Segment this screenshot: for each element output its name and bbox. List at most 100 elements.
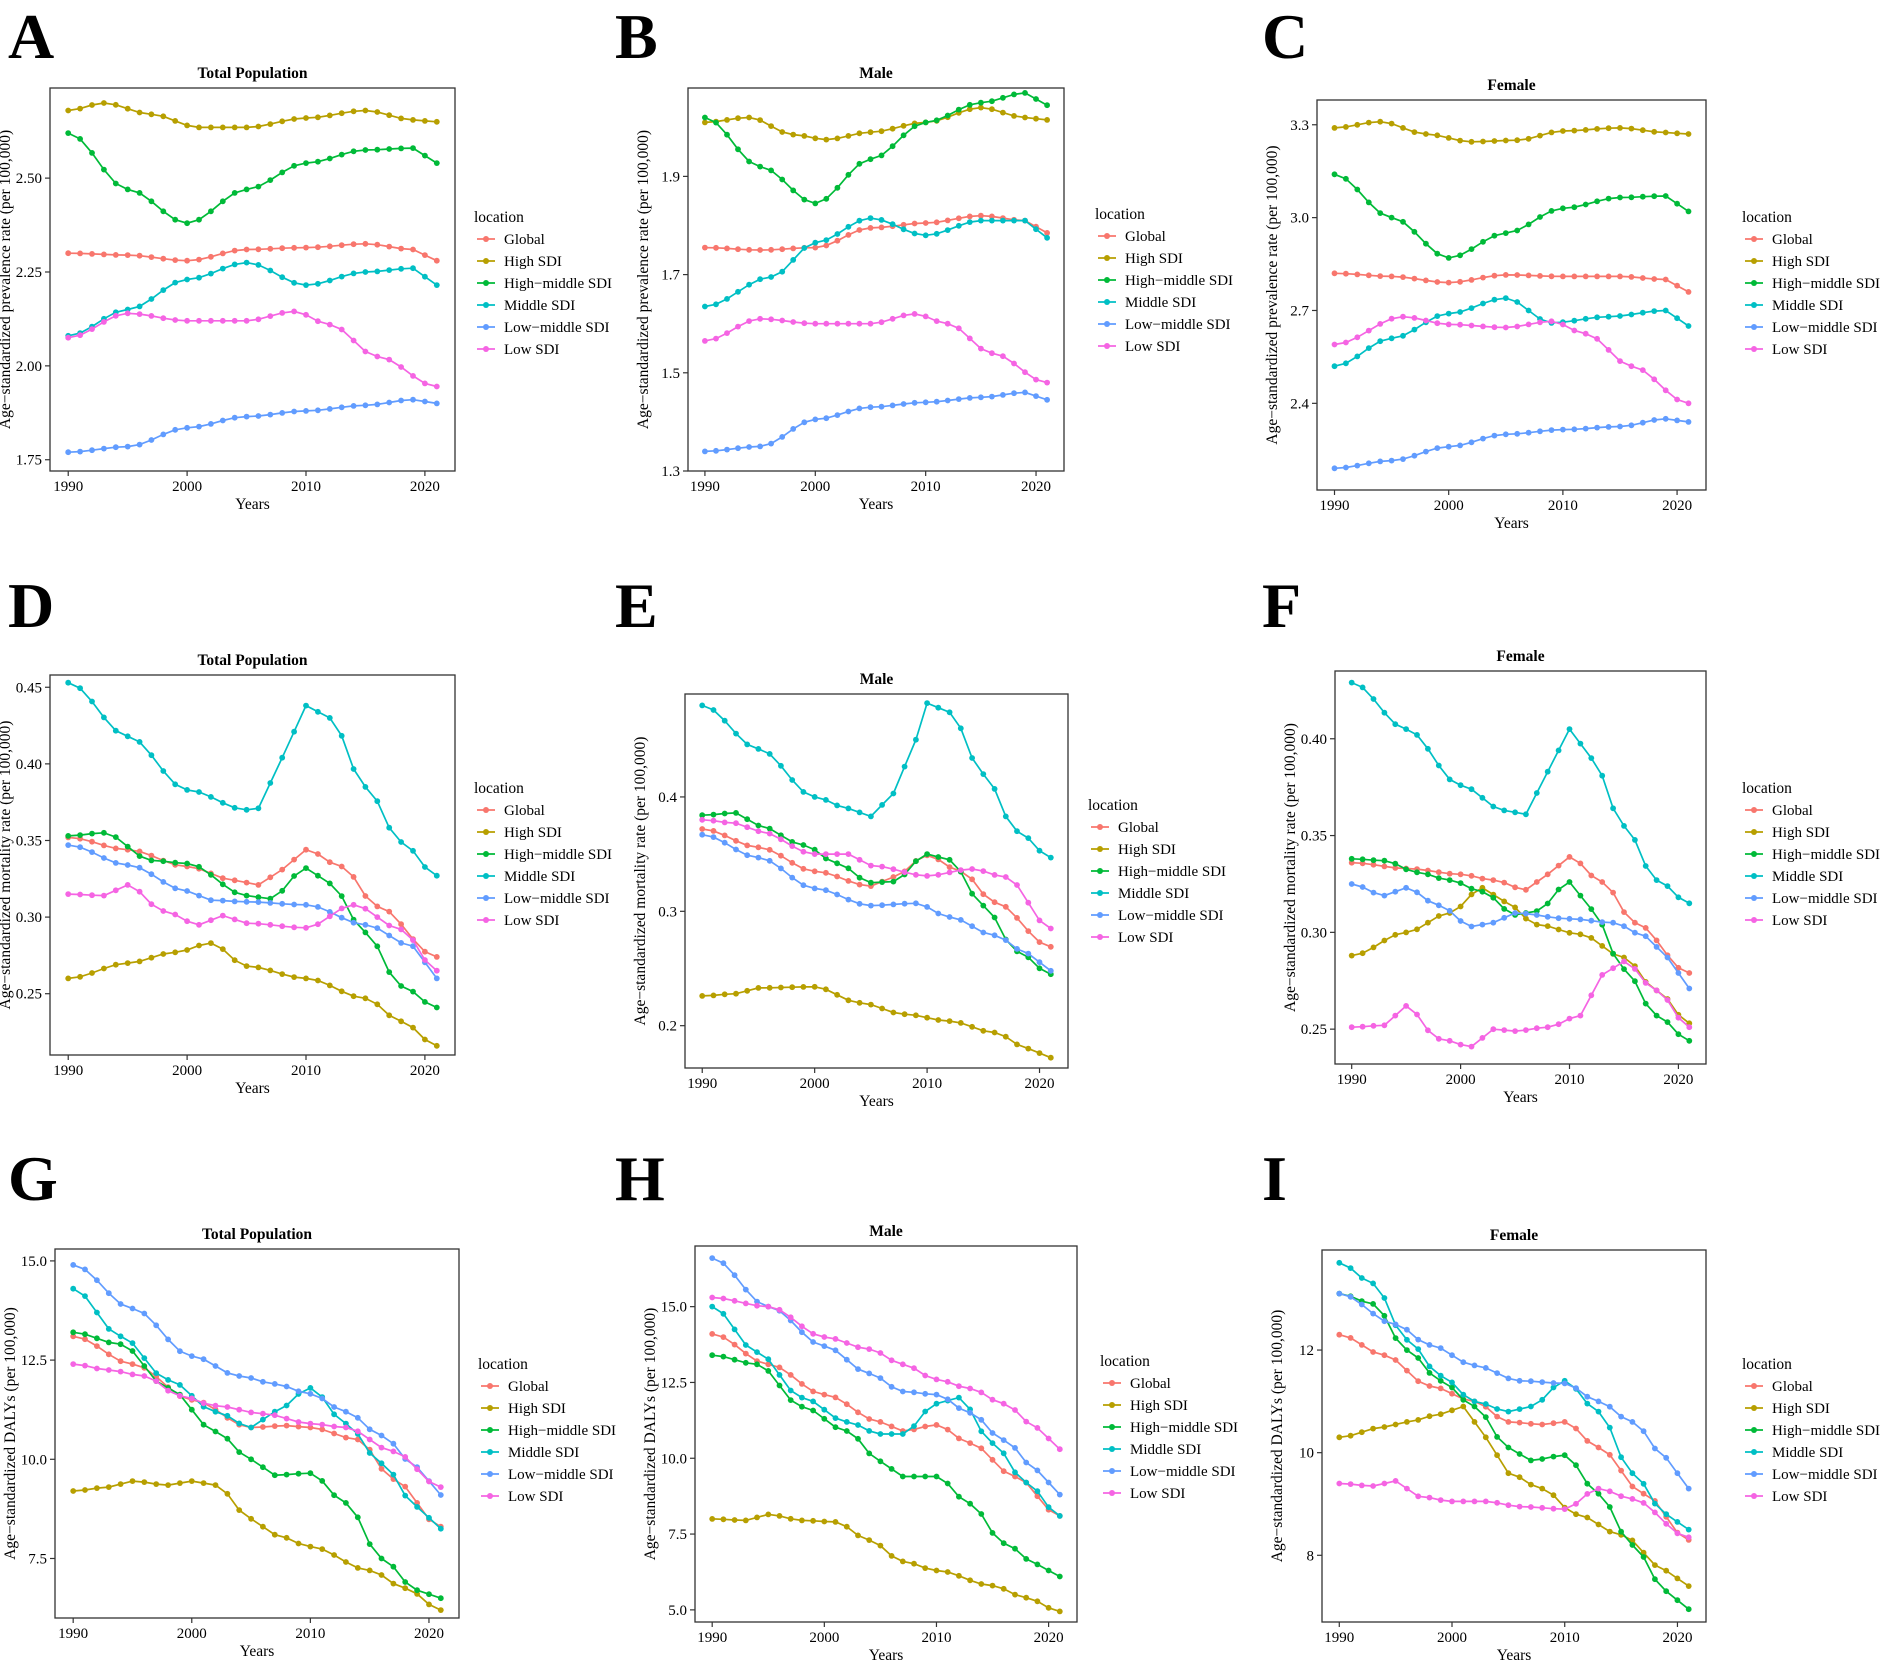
data-point (899, 1558, 906, 1565)
data-point (326, 112, 333, 119)
data-point (1354, 186, 1361, 193)
data-point (724, 117, 730, 123)
data-point (845, 878, 852, 884)
legend-item-global: Global (477, 232, 545, 248)
data-point (1045, 1504, 1052, 1511)
data-point (969, 755, 975, 761)
data-point (1494, 1370, 1500, 1376)
data-point (1392, 721, 1399, 728)
data-point (82, 1331, 88, 1338)
data-point (1033, 115, 1039, 122)
legend-title: location (1095, 206, 1145, 223)
legend-key-point (1751, 236, 1757, 242)
data-point (1437, 1385, 1444, 1392)
data-point (248, 1375, 255, 1381)
data-point (1480, 323, 1486, 330)
data-point (1471, 1398, 1478, 1405)
data-point (279, 971, 286, 977)
data-point (922, 1423, 929, 1430)
data-point (1457, 309, 1463, 315)
data-point (422, 999, 428, 1005)
data-point (1594, 335, 1600, 342)
data-point (989, 1582, 996, 1589)
data-point (1573, 1500, 1579, 1507)
legend-label: High−middle SDI (1772, 276, 1880, 292)
data-point (702, 244, 708, 251)
data-point (165, 1482, 172, 1488)
data-point (433, 967, 440, 974)
plot-frame (49, 87, 456, 472)
legend-item-low-middle-sdi: Low−middle SDI (1745, 891, 1878, 907)
data-point (1525, 307, 1532, 314)
data-point (1468, 1043, 1475, 1050)
data-point (1523, 1027, 1529, 1033)
series-line (72, 1287, 442, 1530)
data-point (776, 1306, 783, 1313)
data-point (944, 1569, 951, 1575)
data-point (219, 875, 226, 882)
data-point (219, 946, 226, 952)
data-point (789, 839, 796, 845)
legend-key-point (487, 1493, 493, 1499)
data-point (1000, 1585, 1007, 1592)
data-point (1343, 464, 1349, 471)
data-point (433, 160, 440, 167)
data-point (136, 958, 143, 965)
data-point (913, 871, 919, 878)
legend-item-high-sdi: High SDI (1103, 1398, 1188, 1414)
data-point (1445, 255, 1452, 261)
data-point (231, 916, 238, 923)
data-point (101, 445, 107, 452)
data-point (1358, 1429, 1365, 1436)
series-line (72, 1264, 442, 1496)
legend-title: location (1742, 780, 1792, 797)
legend-key-point (1751, 807, 1757, 813)
data-point (1617, 358, 1623, 364)
data-point (1594, 198, 1600, 205)
data-point (433, 975, 440, 982)
data-point (832, 1336, 839, 1342)
data-point (153, 1322, 160, 1329)
data-point (117, 1358, 124, 1365)
data-point (224, 1404, 231, 1410)
data-point (1501, 898, 1508, 905)
data-point (1457, 252, 1463, 259)
data-point (354, 1436, 361, 1443)
data-point (933, 318, 940, 324)
data-point (1370, 696, 1377, 702)
data-point (231, 190, 238, 196)
data-point (1629, 1542, 1636, 1548)
data-point (721, 717, 728, 724)
data-point (1047, 943, 1054, 950)
data-point (1415, 1346, 1422, 1352)
data-point (1400, 125, 1406, 131)
data-point (843, 1356, 850, 1363)
data-point (153, 1370, 160, 1376)
data-point (1605, 347, 1612, 353)
data-point (901, 869, 908, 876)
data-point (720, 1310, 727, 1317)
data-point (922, 1390, 929, 1397)
data-point (248, 1424, 255, 1431)
data-point (967, 1577, 973, 1584)
data-point (779, 246, 786, 253)
data-point (778, 984, 784, 991)
data-point (260, 1410, 266, 1417)
data-point (1392, 860, 1399, 867)
data-point (82, 1362, 88, 1369)
data-point (1514, 323, 1521, 330)
legend-item-high-middle-sdi: High−middle SDI (1103, 1420, 1238, 1436)
data-point (1011, 113, 1017, 119)
data-point (295, 1540, 302, 1547)
data-point (112, 961, 119, 968)
series-line (1351, 857, 1690, 1042)
data-point (1002, 903, 1009, 910)
data-point (933, 230, 940, 237)
data-point (855, 1422, 861, 1428)
data-point (1617, 423, 1623, 430)
data-point (1411, 452, 1418, 459)
data-point (1022, 90, 1028, 96)
data-point (386, 824, 393, 831)
data-point (331, 1423, 337, 1430)
